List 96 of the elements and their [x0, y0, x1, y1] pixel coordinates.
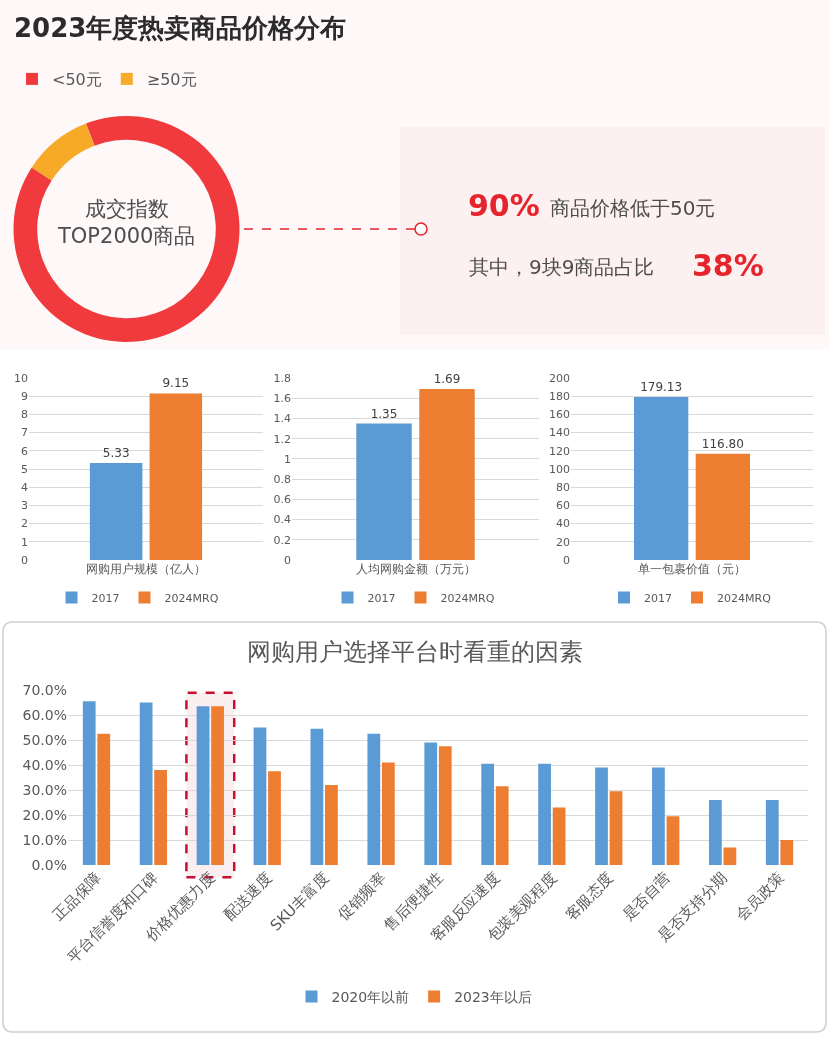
y-tick-label: 120 [549, 444, 570, 458]
text: 其中，9块9商品占比 [469, 255, 655, 279]
y-tick-label: 30.0% [22, 781, 67, 798]
chart-title: 2023年度热卖商品价格分布 [14, 13, 347, 43]
bar [708, 800, 722, 865]
y-tick-label: 0 [284, 553, 291, 567]
bar [310, 728, 324, 865]
y-tick-label: 5 [21, 462, 28, 476]
bar [82, 701, 96, 865]
data-label: 5.33 [102, 445, 130, 460]
x-tick-label: 单一包裹价值（元） [638, 562, 746, 576]
bar [723, 847, 737, 865]
data-label: 116.80 [701, 436, 744, 451]
bar [595, 767, 608, 865]
y-tick-label: 40 [556, 517, 570, 531]
bar [780, 840, 794, 865]
bar [609, 791, 623, 865]
y-tick-label: 160 [549, 408, 570, 422]
text: 90% [468, 188, 540, 223]
bar [154, 770, 168, 865]
y-tick-label: 80 [556, 481, 570, 495]
bar [97, 733, 111, 865]
bar [381, 762, 395, 865]
bar [211, 706, 224, 865]
chart-title: 网购用户选择平台时看重的因素 [247, 638, 583, 666]
y-tick-label: 0.2 [273, 533, 291, 547]
y-tick-label: 1.6 [273, 392, 291, 406]
donut-slice [13, 116, 240, 342]
legend-label: 2023年以后 [454, 989, 532, 1006]
data-label: 179.13 [640, 379, 683, 394]
y-tick-label: 180 [549, 390, 570, 404]
bar [253, 727, 267, 865]
y-tick-label: 0 [563, 553, 570, 567]
text: 38% [692, 248, 764, 283]
y-tick-label: 1 [284, 452, 291, 466]
y-tick-label: 70.0% [22, 681, 67, 698]
legend-label: 2024MRQ [717, 591, 772, 605]
y-tick-label: 1.2 [273, 432, 291, 446]
y-tick-label: 1.4 [273, 412, 291, 426]
data-label: 1.35 [370, 406, 398, 421]
x-tick-label: 会员政策 [732, 868, 788, 925]
y-tick-label: 0.4 [273, 513, 291, 527]
y-tick-label: 20 [556, 535, 570, 549]
y-tick-label: 1 [21, 535, 28, 549]
y-tick-label: 140 [549, 426, 570, 440]
y-tick-label: 9 [21, 390, 28, 404]
y-tick-label: 0.6 [273, 493, 291, 507]
bar [325, 785, 338, 865]
data-label: 9.15 [162, 376, 190, 391]
y-tick-label: 4 [21, 481, 28, 495]
donut-slice [31, 123, 95, 181]
bar [196, 706, 210, 865]
y-tick-label: 0 [21, 553, 28, 567]
y-tick-label: 0.0% [31, 856, 67, 873]
legend-label: 2024MRQ [440, 591, 495, 605]
bar [268, 771, 281, 865]
bar [495, 786, 509, 865]
bar [552, 807, 566, 865]
y-tick-label: 20.0% [22, 806, 67, 823]
text: 成交指数 TOP2000商品 [57, 197, 196, 249]
bar [424, 742, 438, 865]
y-tick-label: 8 [21, 408, 28, 422]
x-tick-label: 网购用户规模（亿人） [86, 562, 206, 576]
y-tick-label: 60.0% [22, 706, 67, 723]
data-label: 1.69 [433, 372, 461, 387]
y-tick-label: 50.0% [22, 731, 67, 748]
legend-label: 2024MRQ [164, 591, 219, 605]
y-tick-label: 60 [556, 499, 570, 513]
y-tick-label: 40.0% [22, 756, 67, 773]
y-tick-label: 7 [21, 426, 28, 440]
text: 商品价格低于50元 [550, 196, 716, 220]
bar [538, 763, 551, 865]
y-tick-label: 200 [549, 371, 570, 385]
legend-label: 2017 [367, 591, 396, 605]
y-tick-label: 1.8 [273, 371, 291, 385]
legend-label: 2017 [91, 591, 120, 605]
y-tick-label: 10 [14, 371, 28, 385]
y-tick-label: 3 [21, 499, 28, 513]
y-tick-label: 10.0% [22, 831, 67, 848]
bar [765, 800, 779, 865]
bar [139, 702, 153, 865]
y-tick-label: 0.8 [273, 472, 291, 486]
y-tick-label: 100 [549, 462, 570, 476]
legend-label: <50元 [52, 70, 102, 90]
bar [652, 767, 665, 865]
bar [481, 763, 495, 865]
bar [666, 816, 680, 865]
bar [438, 746, 452, 865]
y-tick-label: 2 [21, 517, 28, 531]
bar [367, 733, 381, 865]
legend-label: 2017 [644, 591, 672, 605]
legend-label: 2020年以前 [331, 989, 410, 1006]
x-tick-label: 客服态度 [561, 868, 617, 925]
y-tick-label: 6 [21, 444, 28, 458]
x-tick-label: 人均网购金额（万元） [355, 562, 476, 576]
legend-label: ≥50元 [146, 70, 197, 90]
